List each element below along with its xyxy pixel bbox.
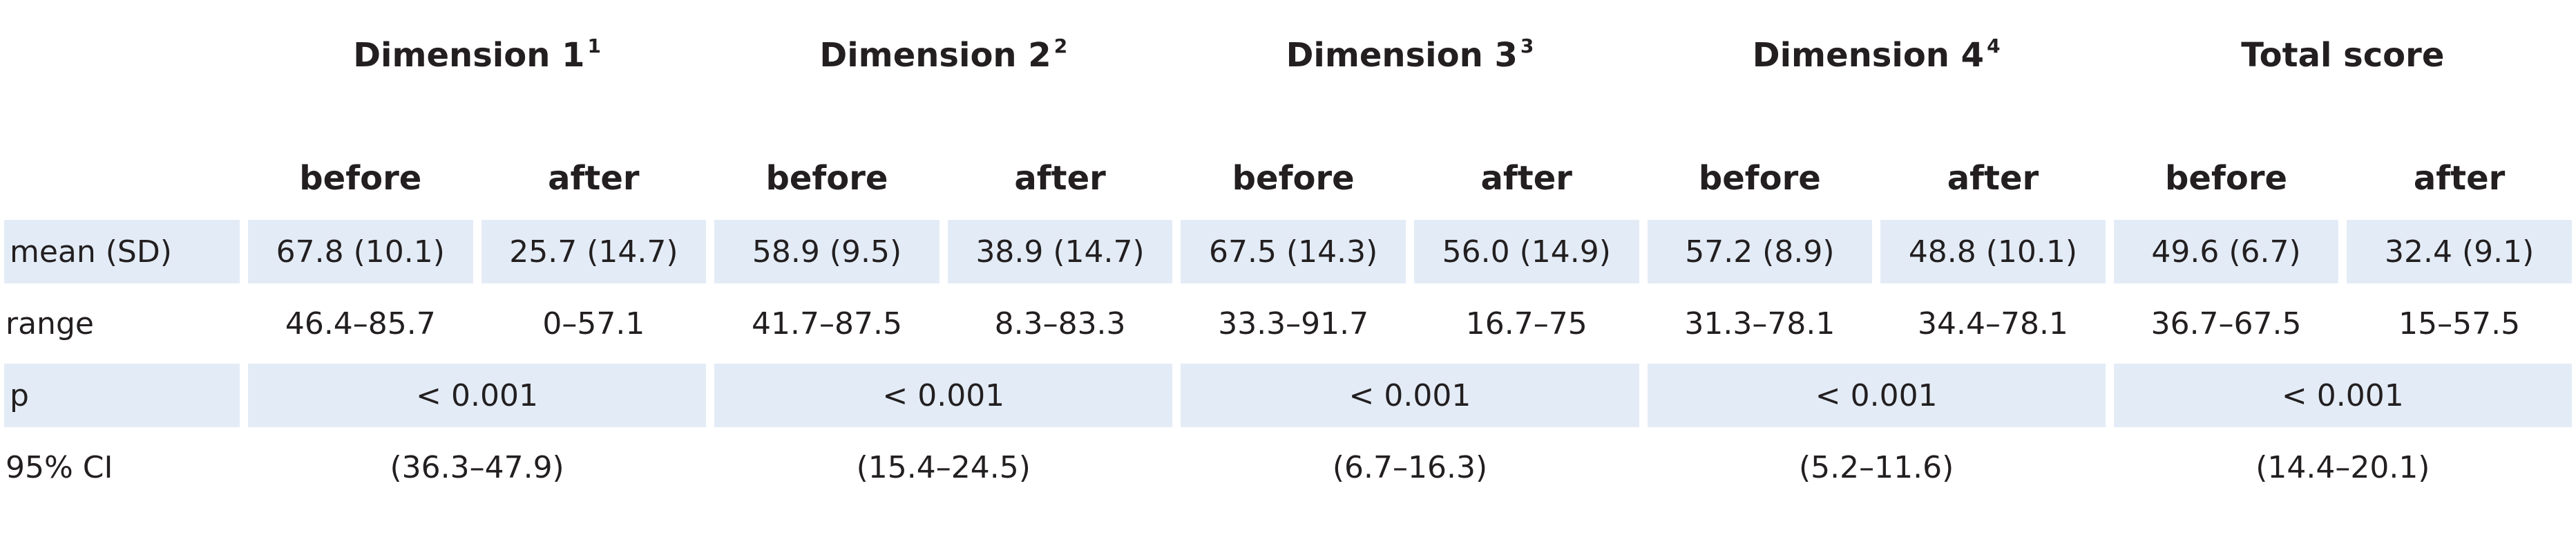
p-value-cell: < 0.001 (710, 359, 1177, 431)
header-total-score: Total score (2110, 0, 2576, 111)
mean-cell: 67.5 (14.3) (1176, 216, 1410, 288)
range-cell: 8.3–83.3 (994, 306, 1126, 341)
subheader-after: after (2413, 159, 2506, 198)
row-label-p: p (0, 359, 244, 431)
range-cell: 46.4–85.7 (285, 306, 436, 341)
subheader-after: after (1014, 159, 1106, 198)
mean-cell: 48.8 (10.1) (1876, 216, 2110, 288)
ci-cell: (6.7–16.3) (1332, 449, 1488, 485)
dimension-1-footnote: 1 (587, 34, 601, 57)
mean-cell: 67.8 (10.1) (244, 216, 477, 288)
row-label-mean: mean (SD) (0, 216, 244, 288)
p-value-cell: < 0.001 (244, 359, 711, 431)
dimension-3-footnote: 3 (1520, 34, 1534, 57)
subheader-after: after (1947, 159, 2039, 198)
row-label-range: range (6, 306, 94, 341)
mean-cell: 56.0 (14.9) (1409, 216, 1643, 288)
mean-cell: 58.9 (9.5) (710, 216, 944, 288)
range-cell: 36.7–67.5 (2150, 306, 2302, 341)
range-cell: 16.7–75 (1465, 306, 1587, 341)
ci-cell: (36.3–47.9) (390, 449, 564, 485)
mean-cell: 57.2 (8.9) (1643, 216, 1877, 288)
subheader-empty (0, 111, 244, 216)
total-score-label: Total score (2241, 36, 2445, 75)
p-value-cell: < 0.001 (2109, 359, 2576, 431)
subheader-before: before (1232, 159, 1355, 198)
p-value-cell: < 0.001 (1176, 359, 1643, 431)
dimension-4-footnote: 4 (1987, 34, 2001, 57)
row-label-ci: 95% CI (6, 449, 113, 485)
mean-cell: 32.4 (9.1) (2343, 216, 2576, 288)
subheader-before: before (2165, 159, 2288, 198)
ci-cell: (5.2–11.6) (1799, 449, 1954, 485)
dimension-4-label: Dimension 4 (1752, 36, 1985, 75)
ci-cell: (15.4–24.5) (856, 449, 1031, 485)
dimension-1-label: Dimension 1 (353, 36, 585, 75)
dimension-3-label: Dimension 3 (1286, 36, 1518, 75)
range-cell: 0–57.1 (542, 306, 645, 341)
range-cell: 15–57.5 (2398, 306, 2521, 341)
dimension-2-footnote: 2 (1053, 34, 1068, 57)
subheader-after: after (548, 159, 640, 198)
corner-empty (0, 0, 244, 111)
mean-cell: 25.7 (14.7) (477, 216, 711, 288)
subheader-before: before (765, 159, 888, 198)
range-cell: 31.3–78.1 (1684, 306, 1835, 341)
subheader-after: after (1480, 159, 1572, 198)
p-value-cell: < 0.001 (1643, 359, 2110, 431)
mean-cell: 49.6 (6.7) (2109, 216, 2343, 288)
range-cell: 34.4–78.1 (1917, 306, 2068, 341)
range-cell: 41.7–87.5 (752, 306, 902, 341)
subheader-before: before (1698, 159, 1821, 198)
dimension-2-label: Dimension 2 (819, 36, 1051, 75)
subheader-before: before (299, 159, 422, 198)
ci-cell: (14.4–20.1) (2255, 449, 2430, 485)
mean-cell: 38.9 (14.7) (943, 216, 1177, 288)
range-cell: 33.3–91.7 (1218, 306, 1369, 341)
